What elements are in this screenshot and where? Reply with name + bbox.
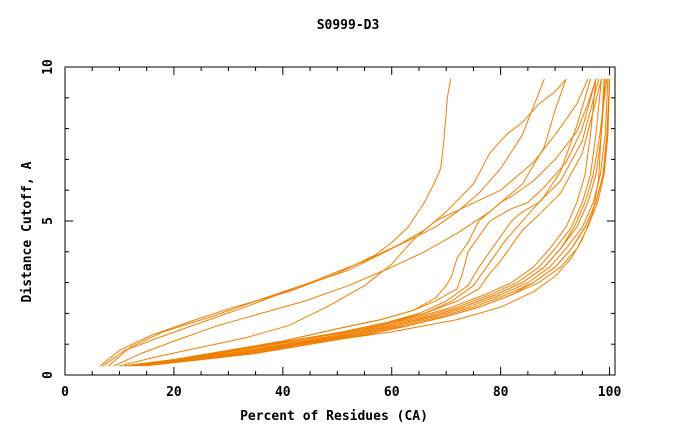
y-tick-label: 10 [41,59,56,75]
series-line-model-13 [135,78,606,367]
series-line-model-12 [129,78,602,367]
data-series-group [99,78,611,367]
series-line-model-05 [119,78,589,367]
tick-labels: 0 20 40 60 80 100 0 5 10 [41,59,621,400]
series-line-model-07 [124,78,597,367]
x-tick-label: 80 [493,385,509,400]
series-line-model-03 [108,78,567,367]
series-line-model-04 [113,78,567,367]
plot-frame [64,66,616,376]
x-tick-label: 20 [166,385,182,400]
series-line-model-06 [124,78,597,367]
series-line-model-18 [135,78,608,367]
series-line-model-11 [124,78,597,367]
series-line-model-01 [99,78,451,367]
series-line-model-09 [129,78,591,367]
y-tick-label: 0 [41,371,56,379]
series-line-model-15 [140,78,611,367]
x-tick-label: 0 [61,385,69,400]
series-line-model-14 [135,78,609,367]
x-tick-label: 40 [275,385,291,400]
x-tick-label: 100 [598,385,622,400]
y-axis-label: Distance Cutoff, A [20,161,35,302]
x-axis-label: Percent of Residues (CA) [240,409,428,424]
series-line-model-19 [129,78,605,367]
series-line-model-10 [129,78,602,367]
chart-title: S0999-D3 [317,18,380,33]
y-tick-label: 5 [41,217,56,225]
series-line-model-16 [140,78,611,367]
series-line-model-17 [146,78,611,367]
x-tick-label: 60 [384,385,400,400]
